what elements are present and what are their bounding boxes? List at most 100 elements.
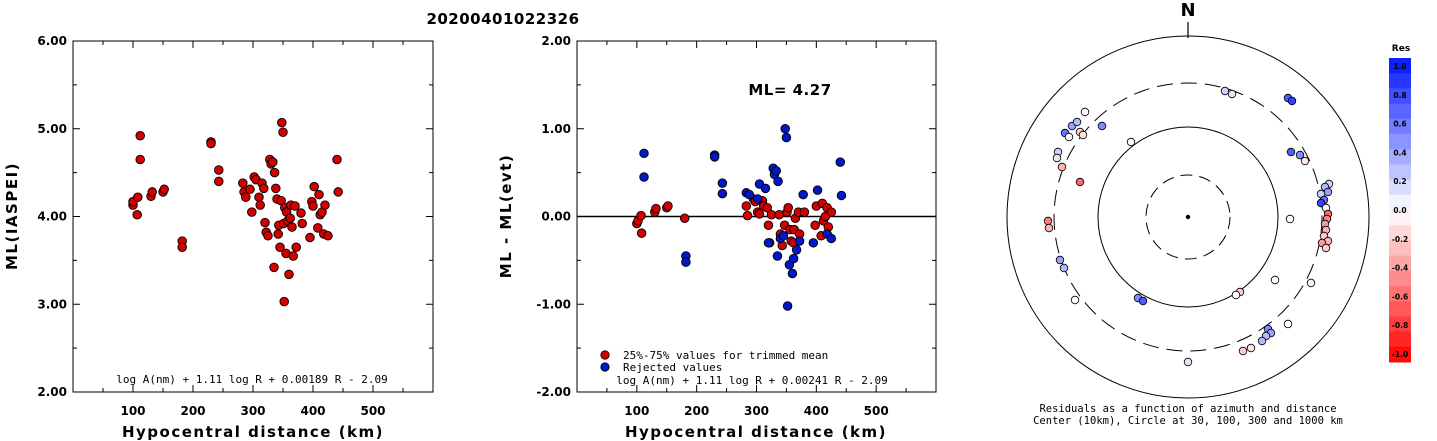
rejected-point: [771, 166, 781, 176]
data-point: [214, 176, 224, 187]
station-marker: [1059, 263, 1069, 273]
legend-label-trimmed: 25%-75% values for trimmed mean: [623, 349, 828, 362]
data-point: [214, 165, 224, 175]
data-point: [271, 183, 281, 194]
trimmed-point: [783, 202, 793, 213]
station-marker: [1070, 295, 1080, 305]
data-point: [247, 207, 257, 217]
trimmed-point: [651, 203, 661, 214]
station-marker: [1323, 187, 1333, 197]
colorbar-band: [1389, 331, 1411, 348]
trimmed-point: [810, 220, 820, 231]
plot1-ytick-label: 6.00: [37, 34, 67, 48]
data-point: [255, 200, 265, 210]
rejected-point: [808, 238, 819, 248]
colorbar-tick-label: -0.8: [1392, 321, 1408, 330]
plot2-ytick-label: 0.00: [541, 210, 571, 224]
colorbar-tick-labels: 1.0 0.8 0.6 0.4 0.2 0.0 -0.2 -0.4 -0.6 -0.8 -1.0: [1392, 62, 1408, 359]
station-marker: [1257, 336, 1267, 346]
plot2-xtick-label: 100: [624, 404, 649, 418]
station-marker: [1285, 214, 1295, 224]
colorbar-band: [1389, 316, 1411, 333]
plot2-legend: 25%-75% values for trimmed mean Rejected…: [600, 349, 828, 374]
rejected-point: [752, 194, 763, 204]
plot-ml-vs-distance: 2.00 3.00 4.00 5.00 6.00 100 200 300 400 500 log…: [3, 34, 434, 441]
colorbar-tick-label: 0.2: [1393, 177, 1406, 186]
colorbar-tick-label: -0.2: [1392, 235, 1408, 244]
plot1-ytick-label: 4.00: [37, 210, 67, 224]
station-marker: [1316, 198, 1326, 208]
colorbar-band: [1389, 73, 1411, 89]
data-point: [269, 262, 279, 273]
station-marker: [1126, 137, 1136, 147]
data-point: [296, 208, 306, 218]
colorbar-tick-label: 1.0: [1393, 62, 1406, 71]
station-marker: [1286, 147, 1296, 157]
north-label: N: [1180, 0, 1195, 21]
data-point: [284, 269, 294, 280]
polar-caption-line1: Residuals as a function of azimuth and d…: [1039, 403, 1336, 415]
data-point: [287, 222, 297, 232]
colorbar-band: [1389, 286, 1411, 302]
data-point: [268, 157, 278, 167]
plot2-ticks: [577, 40, 936, 393]
station-marker: [1080, 107, 1090, 117]
station-marker: [1300, 156, 1310, 166]
plot2-xtick-label: 400: [804, 404, 829, 418]
colorbar-band: [1389, 240, 1411, 257]
colorbar-band: [1389, 210, 1411, 226]
colorbar-tick-label: 0.8: [1393, 91, 1406, 100]
colorbar-tick-label: -0.4: [1392, 264, 1408, 273]
legend-marker-rejected: [600, 362, 610, 372]
rejected-point: [744, 189, 755, 200]
legend-marker-trimmed: [600, 350, 610, 360]
trimmed-point: [826, 207, 837, 217]
trimmed-point: [636, 210, 646, 221]
colorbar-band: [1389, 346, 1411, 363]
plot1-xtick-label: 200: [180, 404, 205, 418]
colorbar-band: [1389, 58, 1411, 74]
rejected-point: [781, 132, 792, 143]
station-marker: [1138, 296, 1148, 306]
plot1-xtick-label: 400: [300, 404, 325, 418]
station-marker: [1043, 216, 1053, 226]
rejected-point: [791, 245, 802, 255]
colorbar-tick-label: -1.0: [1392, 350, 1408, 359]
data-point: [279, 296, 289, 307]
colorbar-tick-label: 0.0: [1393, 206, 1406, 215]
plot1-ytick-label: 5.00: [37, 122, 67, 136]
data-point: [277, 117, 287, 128]
data-point: [245, 184, 255, 195]
plot2-points: [632, 123, 847, 311]
plot2-y-tick-labels: -2.00 -1.00 0.00 1.00 2.00: [536, 34, 571, 399]
data-point: [309, 181, 319, 192]
data-point: [135, 131, 145, 141]
rejected-point: [760, 183, 771, 194]
polar-caption-line2: Center (10km), Circle at 30, 100, 300 an…: [1033, 415, 1343, 427]
trimmed-point: [636, 228, 647, 238]
trimmed-point: [742, 210, 753, 221]
station-marker: [1055, 255, 1065, 265]
plot-residual-vs-distance: -2.00 -1.00 0.00 1.00 2.00 100 200 300 400 500 M…: [497, 34, 937, 441]
rejected-point: [787, 268, 798, 279]
station-marker: [1078, 130, 1088, 140]
data-point: [305, 232, 315, 243]
plot1-points: [128, 117, 343, 307]
plot2-x-tick-labels: 100 200 300 400 500: [624, 404, 888, 418]
rejected-point: [788, 253, 799, 264]
trimmed-point: [763, 220, 774, 231]
data-point: [288, 251, 298, 261]
plot1-x-axis-label: Hypocentral distance (km): [122, 423, 384, 441]
trimmed-point: [762, 202, 773, 213]
data-point: [333, 187, 343, 197]
station-marker: [1220, 86, 1230, 96]
rejected-point: [639, 148, 649, 159]
colorbar-band: [1389, 194, 1411, 211]
data-point: [263, 231, 273, 241]
colorbar-band: [1389, 301, 1411, 317]
rejected-point: [798, 189, 808, 200]
trimmed-point: [774, 209, 784, 220]
station-marker: [1295, 150, 1305, 160]
data-point: [177, 242, 187, 252]
circle-30km: [1145, 174, 1231, 260]
